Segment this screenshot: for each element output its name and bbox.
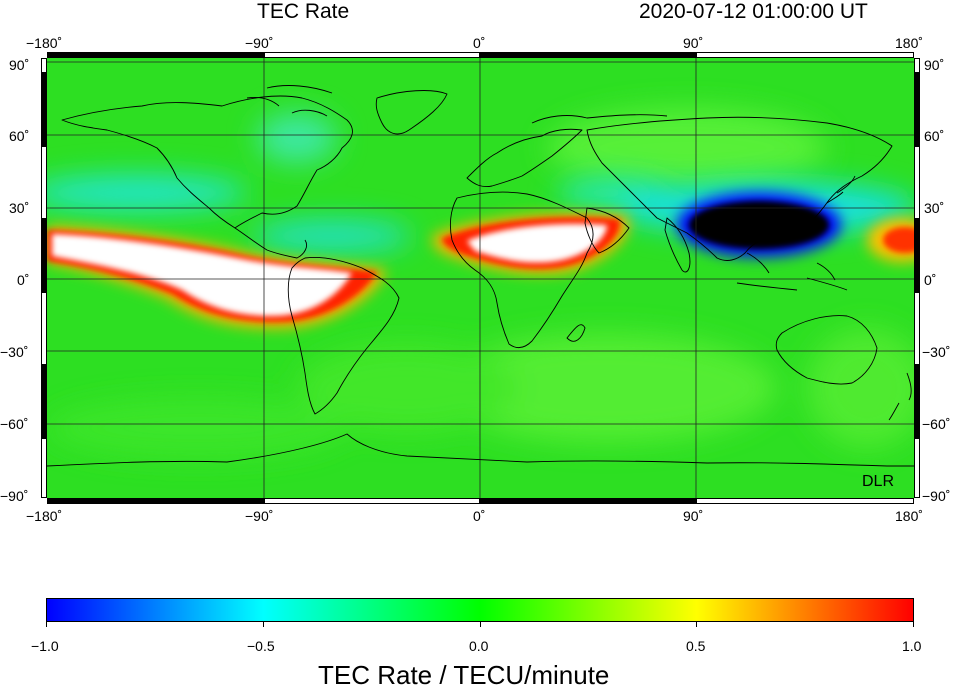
lat-tick-left: 30˚ bbox=[9, 200, 30, 216]
lat-tick-right: 0˚ bbox=[924, 272, 937, 288]
lat-tick-right: −60˚ bbox=[922, 416, 951, 432]
tec-rate-field: DLR bbox=[47, 58, 914, 498]
lon-tick-bottom: −90˚ bbox=[245, 508, 274, 524]
lat-tick-left: 60˚ bbox=[9, 128, 30, 144]
colorbar-tick: 0.5 bbox=[686, 638, 706, 654]
lat-tick-right: 30˚ bbox=[924, 200, 945, 216]
lat-tick-right: 90˚ bbox=[924, 57, 945, 73]
lat-tick-left: −90˚ bbox=[0, 488, 29, 504]
credit-label: DLR bbox=[862, 473, 894, 490]
colorbar-label: TEC Rate / TECU/minute bbox=[318, 660, 610, 690]
lat-tick-right: −90˚ bbox=[922, 488, 951, 504]
lat-tick-right: 60˚ bbox=[924, 128, 945, 144]
lon-tick-top: 90˚ bbox=[683, 35, 704, 51]
colorbar-tick: 1.0 bbox=[902, 638, 922, 654]
lon-tick-top: −90˚ bbox=[245, 35, 274, 51]
lon-tick-top: 180˚ bbox=[895, 35, 924, 51]
lon-tick-bottom: 0˚ bbox=[473, 508, 486, 524]
lat-tick-left: 0˚ bbox=[17, 272, 30, 288]
lon-tick-top: 0˚ bbox=[473, 35, 486, 51]
lat-tick-left: −60˚ bbox=[0, 416, 29, 432]
lon-tick-bottom: 180˚ bbox=[895, 508, 924, 524]
colorbar-tick: −0.5 bbox=[247, 638, 275, 654]
lon-tick-top: −180˚ bbox=[26, 35, 63, 51]
colorbar-tick: 0.0 bbox=[469, 638, 489, 654]
lat-tick-right: −30˚ bbox=[922, 344, 951, 360]
lat-tick-left: 90˚ bbox=[9, 57, 30, 73]
lon-tick-bottom: −180˚ bbox=[26, 508, 63, 524]
coastlines bbox=[47, 85, 914, 467]
lon-tick-bottom: 90˚ bbox=[683, 508, 704, 524]
map-frame bbox=[41, 52, 920, 504]
colorbar bbox=[46, 598, 914, 622]
graticule bbox=[47, 58, 914, 498]
timestamp: 2020-07-12 01:00:00 UT bbox=[639, 0, 868, 23]
lat-tick-left: −30˚ bbox=[0, 344, 29, 360]
map-title: TEC Rate bbox=[257, 0, 350, 23]
tec-rate-map: DLR bbox=[47, 58, 914, 498]
colorbar-tick: −1.0 bbox=[31, 638, 59, 654]
